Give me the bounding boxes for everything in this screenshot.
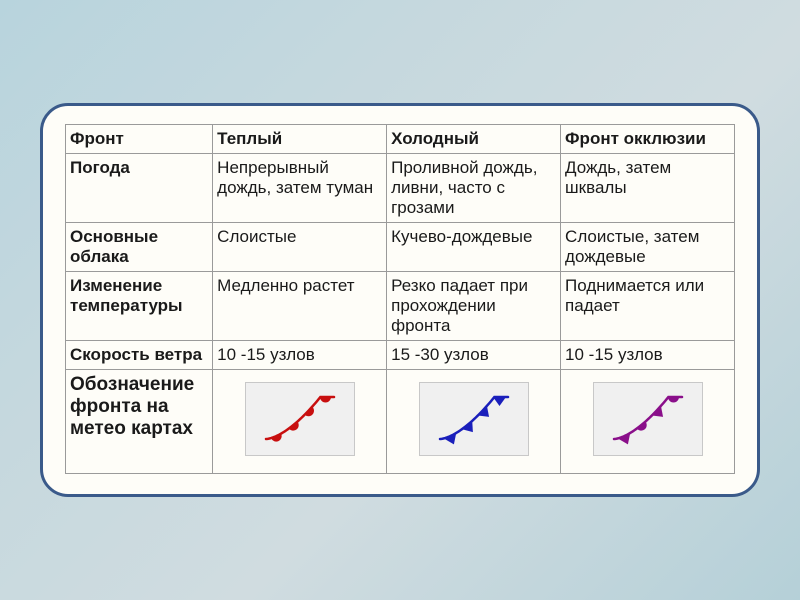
table-row: Основные облака Слоистые Кучево-дождевые… <box>66 223 735 272</box>
col-header-front: Фронт <box>66 125 213 154</box>
cell-clouds-warm: Слоистые <box>213 223 387 272</box>
cell-wind-occluded: 10 -15 узлов <box>561 341 735 370</box>
cell-weather-occluded: Дождь, затем шквалы <box>561 154 735 223</box>
cell-temp-cold: Резко падает при прохождении фронта <box>387 272 561 341</box>
cold-front-icon <box>432 391 516 447</box>
table-row: Погода Непрерывный дождь, затем туман Пр… <box>66 154 735 223</box>
table-card: Фронт Теплый Холодный Фронт окклюзии Пог… <box>40 103 760 497</box>
cell-temp-warm: Медленно растет <box>213 272 387 341</box>
cell-weather-warm: Непрерывный дождь, затем туман <box>213 154 387 223</box>
table-row: Скорость ветра 10 -15 узлов 15 -30 узлов… <box>66 341 735 370</box>
col-header-warm: Теплый <box>213 125 387 154</box>
cell-clouds-occluded: Слоистые, затем дождевые <box>561 223 735 272</box>
table-header-row: Фронт Теплый Холодный Фронт окклюзии <box>66 125 735 154</box>
occluded-front-symbol-box <box>593 382 703 456</box>
table-row: Изменение температуры Медленно растет Ре… <box>66 272 735 341</box>
cell-weather-cold: Проливной дождь, ливни, часто с грозами <box>387 154 561 223</box>
row-label-weather: Погода <box>66 154 213 223</box>
fronts-table: Фронт Теплый Холодный Фронт окклюзии Пог… <box>65 124 735 474</box>
cold-front-symbol-box <box>419 382 529 456</box>
row-label-wind: Скорость ветра <box>66 341 213 370</box>
cell-symbol-cold <box>387 370 561 474</box>
warm-front-icon <box>258 391 342 447</box>
row-label-symbols: Обозначение фронта на метео картах <box>66 370 213 474</box>
row-label-temp: Изменение температуры <box>66 272 213 341</box>
cell-temp-occluded: Поднимается или падает <box>561 272 735 341</box>
cell-symbol-occluded <box>561 370 735 474</box>
col-header-occluded: Фронт окклюзии <box>561 125 735 154</box>
cell-wind-cold: 15 -30 узлов <box>387 341 561 370</box>
occluded-front-icon <box>606 391 690 447</box>
table-row: Обозначение фронта на метео картах <box>66 370 735 474</box>
warm-front-symbol-box <box>245 382 355 456</box>
row-label-clouds: Основные облака <box>66 223 213 272</box>
col-header-cold: Холодный <box>387 125 561 154</box>
cell-symbol-warm <box>213 370 387 474</box>
cell-clouds-cold: Кучево-дождевые <box>387 223 561 272</box>
cell-wind-warm: 10 -15 узлов <box>213 341 387 370</box>
